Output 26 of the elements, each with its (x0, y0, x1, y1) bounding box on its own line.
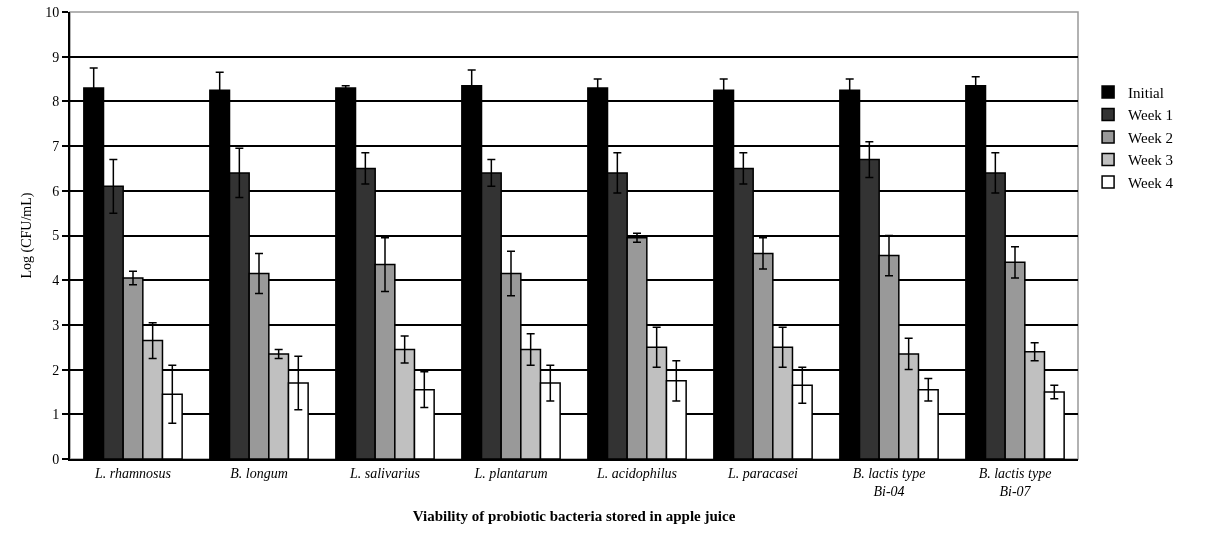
legend-label: Week 2 (1128, 129, 1174, 146)
x-tick-label: L. plantarum (473, 465, 548, 481)
legend-label: Initial (1128, 84, 1164, 101)
y-tick-label: 5 (52, 228, 60, 244)
x-tick-label: B. longum (230, 465, 288, 481)
y-tick-label: 0 (52, 451, 60, 467)
y-tick-label: 9 (52, 49, 60, 65)
x-tick-label: L. salivarius (348, 465, 421, 481)
legend-label: Week 1 (1128, 107, 1174, 124)
y-tick-label: 6 (52, 183, 60, 199)
y-tick-label: 3 (52, 317, 60, 333)
x-tick-label: L. acidophilus (595, 465, 678, 481)
y-tick-label: 4 (52, 273, 60, 289)
x-axis-title: Viability of probiotic bacteria stored in apple juice (412, 507, 736, 524)
x-tick-label: B. lactis type Bi-04 (852, 465, 926, 499)
legend-label: Week 4 (1128, 174, 1174, 191)
y-tick-label: 8 (52, 94, 60, 110)
x-tick-label: L. rhamnosus (94, 465, 172, 481)
y-tick-label: 10 (45, 4, 60, 20)
y-axis-title: Log (CFU/mL) (19, 192, 35, 279)
x-tick-label: B. lactis type Bi-07 (978, 465, 1052, 499)
legend-label: Week 3 (1128, 152, 1174, 169)
x-tick-label: L. paracasei (727, 465, 799, 481)
y-tick-label: 7 (52, 139, 60, 154)
y-tick-label: 2 (52, 362, 60, 378)
y-tick-label: 1 (52, 407, 60, 423)
